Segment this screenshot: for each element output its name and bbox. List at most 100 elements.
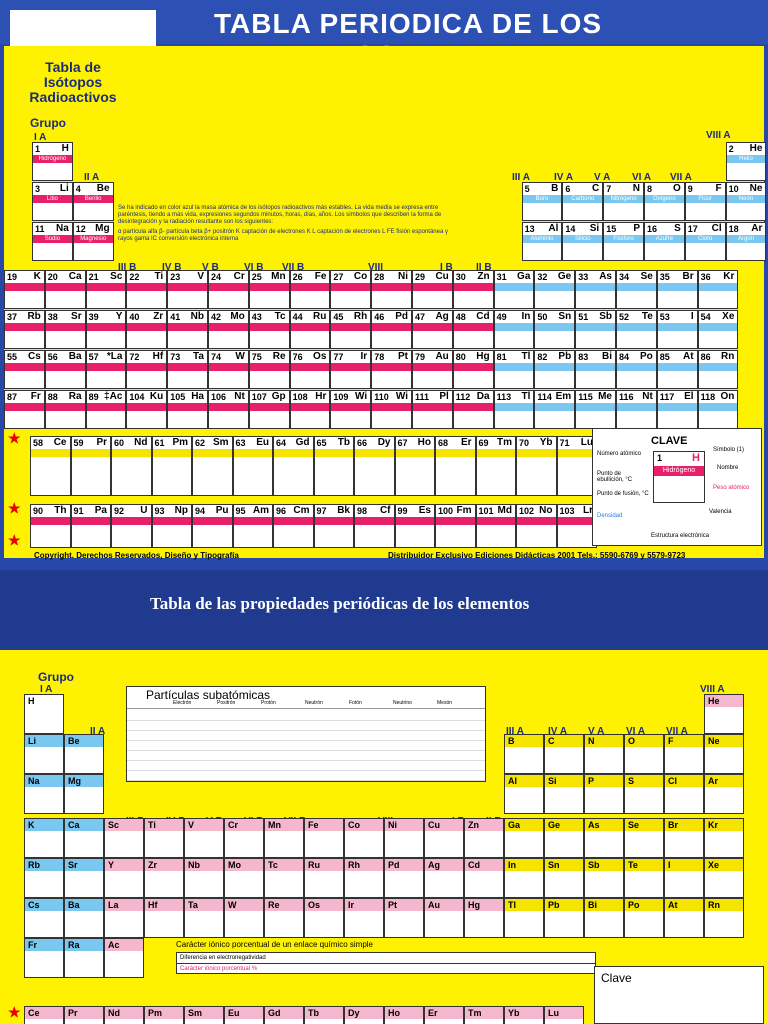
element-symbol: In [521, 311, 531, 322]
element-cell-cm: 96 Cm [273, 504, 314, 548]
element-symbol: Ho [417, 437, 431, 448]
element-name [168, 363, 207, 371]
element-symbol: Re [272, 351, 286, 362]
element-cell-hf: 72 Hf [126, 350, 168, 389]
property-cell-symbol: Rb [28, 860, 40, 870]
property-cell-header [105, 819, 143, 831]
element-name [45, 403, 85, 411]
element-name: Neón [726, 195, 766, 203]
element-cell-ku: 104 Ku [126, 390, 168, 429]
element-name [274, 449, 313, 457]
property-cell-at: At [664, 898, 704, 938]
element-number: 30 [455, 272, 466, 282]
property-cell-header [545, 819, 583, 831]
element-symbol: At [683, 351, 694, 362]
group-label: II B [476, 262, 492, 273]
element-symbol: *La [106, 351, 123, 362]
element-cell-wi: 110 Wi [371, 390, 412, 429]
element-name [436, 449, 475, 457]
particles-table: Electrón Positrón Protón Neutrón Fotón Neutri… [126, 686, 486, 782]
element-name: Magnesio [73, 235, 113, 243]
element-symbol: B [551, 183, 559, 194]
element-name [86, 283, 126, 291]
element-symbol: Es [418, 505, 431, 516]
property-cell-header [465, 859, 503, 871]
property-cell-symbol: K [28, 820, 35, 830]
element-cell-pd: 46 Pd [371, 310, 412, 349]
element-name [535, 363, 575, 371]
element-name [249, 363, 289, 371]
element-cell-eu: 63 Eu [232, 436, 273, 496]
property-cell-tc: Tc [264, 858, 304, 898]
property-cell-header [305, 859, 343, 871]
element-name [45, 283, 85, 291]
property-cell-b: B [504, 734, 544, 774]
element-number: 101 [478, 506, 494, 516]
property-cell-header [665, 899, 703, 911]
property-cell-symbol: Br [668, 820, 679, 830]
property-cell-header [625, 819, 663, 831]
element-name [557, 517, 596, 525]
element-number: 50 [537, 312, 548, 322]
property-cell-symbol: V [188, 820, 195, 830]
property-cell-as: As [584, 818, 624, 858]
property-cell-ar: Ar [704, 774, 744, 814]
property-cell-symbol: Ge [548, 820, 561, 830]
element-symbol: Ca [68, 271, 82, 282]
property-cell-header [385, 899, 423, 911]
element-cell-po: 84 Po [616, 350, 657, 389]
element-name [71, 517, 110, 525]
element-name: Litio [33, 195, 72, 203]
distributor-text: Distribuidor Exclusivo Ediciones Didácti… [388, 551, 686, 560]
property-cell-symbol: Ti [148, 820, 156, 830]
clave-sample-cell: 1 H Hidrógeno [653, 451, 705, 503]
element-symbol: On [720, 391, 735, 402]
copyright-text: Copyright. Derechos Reservados, Diseño y… [34, 551, 239, 560]
property-cell-symbol: N [588, 736, 595, 746]
property-cell-symbol: Hf [148, 900, 158, 910]
property-cell-header [505, 859, 543, 871]
property-cell-symbol: Pt [388, 900, 397, 910]
element-number: 31 [496, 272, 507, 282]
property-cell-header [625, 899, 663, 911]
element-cell-n: 7 N Nitrógeno [603, 182, 644, 221]
element-name [617, 323, 656, 331]
group-label: I B [440, 262, 453, 273]
property-cell-symbol: Er [428, 1008, 438, 1018]
element-name: Azufre [645, 235, 684, 243]
element-name [453, 283, 493, 291]
element-name [698, 283, 738, 291]
element-number: 14 [565, 224, 576, 234]
clave-label-3: Punto de ebullición, °C [597, 471, 633, 483]
property-cell-symbol: Yb [508, 1008, 520, 1018]
property-cell-na: Na [24, 774, 64, 814]
element-symbol: Ra [68, 391, 82, 402]
element-number: 24 [211, 272, 222, 282]
element-cell-cd: 48 Cd [452, 310, 494, 349]
property-cell-la: La [104, 898, 144, 938]
element-number: 109 [333, 392, 349, 402]
property-cell-symbol: Au [428, 900, 440, 910]
element-name [112, 449, 151, 457]
property-cell-symbol: Hg [468, 900, 480, 910]
element-name [372, 403, 411, 411]
element-cell-kr: 36 Kr [697, 270, 739, 309]
property-cell-header [65, 899, 103, 911]
property-cell-header [105, 899, 143, 911]
element-symbol: Al [548, 223, 559, 234]
element-number: 113 [496, 392, 512, 402]
property-cell-header [105, 1007, 143, 1019]
property-cell-header [65, 939, 103, 951]
element-number: 63 [235, 438, 246, 448]
property-cell-ti: Ti [144, 818, 184, 858]
element-number: 10 [728, 184, 739, 194]
element-symbol: Fm [456, 505, 472, 516]
element-name [355, 517, 394, 525]
element-number: 56 [47, 352, 58, 362]
property-cell-symbol: Ru [308, 860, 320, 870]
property-cell-symbol: Zr [148, 860, 157, 870]
element-symbol: Da [476, 391, 490, 402]
element-cell-sb: 51 Sb [575, 310, 616, 349]
element-cell-ga: 31 Ga [493, 270, 535, 309]
element-cell-he: 2 He Helio [725, 142, 767, 181]
